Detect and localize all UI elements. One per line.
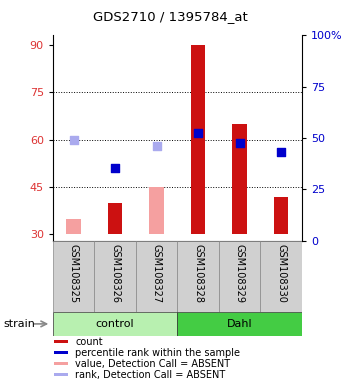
Bar [54, 340, 68, 343]
Bar [53, 312, 177, 336]
Point [113, 165, 118, 171]
Bar [66, 218, 81, 235]
Bar [191, 45, 205, 235]
Point [195, 130, 201, 136]
Bar [54, 373, 68, 376]
Bar [136, 241, 177, 312]
Text: value, Detection Call = ABSENT: value, Detection Call = ABSENT [75, 359, 231, 369]
Point [278, 149, 284, 156]
Bar [232, 124, 247, 235]
Point [71, 137, 76, 143]
Text: GSM108330: GSM108330 [276, 244, 286, 303]
Text: rank, Detection Call = ABSENT: rank, Detection Call = ABSENT [75, 370, 226, 380]
Text: count: count [75, 336, 103, 346]
Point [237, 140, 242, 146]
Bar [53, 241, 94, 312]
Text: percentile rank within the sample: percentile rank within the sample [75, 348, 240, 358]
Text: GSM108325: GSM108325 [69, 244, 78, 303]
Text: Dahl: Dahl [227, 319, 252, 329]
Text: GSM108326: GSM108326 [110, 244, 120, 303]
Bar [260, 241, 302, 312]
Bar [219, 241, 260, 312]
Bar [177, 312, 302, 336]
Text: GDS2710 / 1395784_at: GDS2710 / 1395784_at [93, 10, 248, 23]
Bar [177, 241, 219, 312]
Point [154, 143, 159, 149]
Text: control: control [96, 319, 134, 329]
Bar [54, 351, 68, 354]
Text: GSM108329: GSM108329 [235, 244, 244, 303]
Text: GSM108327: GSM108327 [152, 244, 162, 303]
Bar [54, 362, 68, 365]
Bar [149, 187, 164, 235]
Bar [108, 203, 122, 235]
Text: strain: strain [3, 319, 35, 329]
Bar [94, 241, 136, 312]
Bar [274, 197, 288, 235]
Text: GSM108328: GSM108328 [193, 244, 203, 303]
